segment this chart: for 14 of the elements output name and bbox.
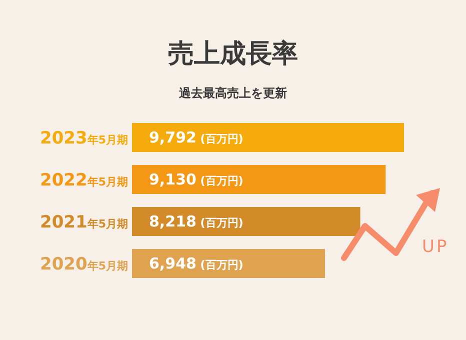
bar bbox=[132, 165, 386, 194]
data-label: 9,130 (百万円) bbox=[149, 170, 244, 188]
data-label: 8,218 (百万円) bbox=[149, 212, 244, 230]
y-tick-label: 2023年5月期 bbox=[40, 128, 128, 148]
data-label: 6,948 (百万円) bbox=[149, 254, 244, 272]
bar bbox=[132, 249, 325, 278]
bar bbox=[132, 123, 404, 152]
y-tick-label: 2020年5月期 bbox=[40, 254, 128, 274]
y-tick-label: 2021年5月期 bbox=[40, 212, 128, 232]
chart-title: 売上成長率 bbox=[168, 39, 298, 69]
y-tick-label: 2022年5月期 bbox=[40, 170, 128, 190]
data-label: 9,792 (百万円) bbox=[149, 128, 244, 146]
text: UP bbox=[422, 237, 449, 257]
chart-subtitle: 過去最高売上を更新 bbox=[178, 86, 287, 100]
